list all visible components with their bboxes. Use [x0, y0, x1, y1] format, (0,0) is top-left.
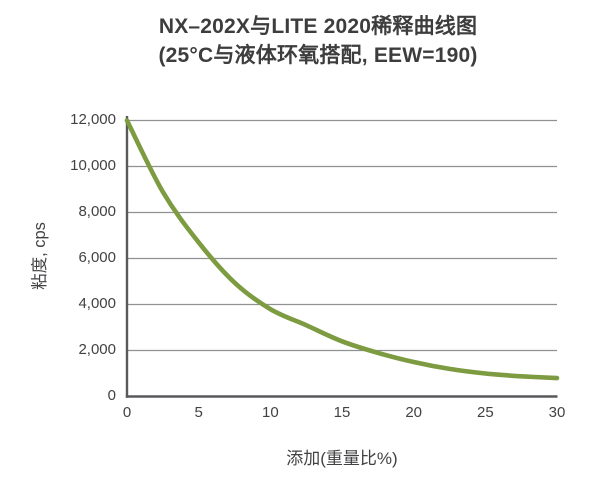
chart-title-line-2: (25°C与液体环氧搭配, EEW=190) [158, 44, 478, 67]
chart-title: NX–202X与LITE 2020稀释曲线图 (25°C与液体环氧搭配, EEW… [36, 12, 600, 70]
chart-title-line-1: NX–202X与LITE 2020稀释曲线图 [158, 15, 478, 38]
x-axis-label: 添加(重量比%) [286, 449, 398, 468]
viscosity-curve [124, 118, 560, 381]
